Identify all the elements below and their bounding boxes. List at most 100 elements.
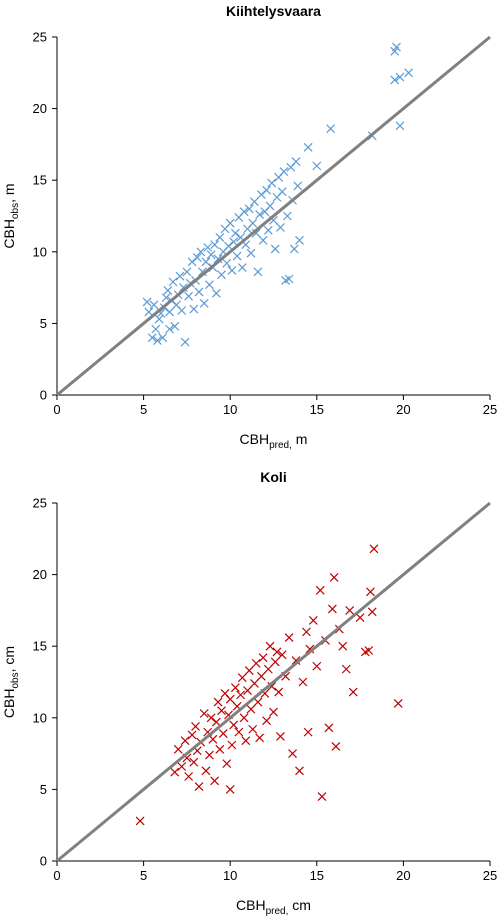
chart-1-x-tick-label: 10	[223, 402, 237, 417]
chart-1-data-point	[392, 42, 401, 52]
chart-1-data-point	[206, 250, 216, 260]
chart-1-data-point	[161, 293, 171, 303]
chart-1-data-point	[395, 72, 405, 82]
chart-2-data-point	[243, 686, 252, 696]
chart-1-data-point	[170, 321, 180, 331]
chart-1-data-point	[267, 178, 277, 188]
chart-1-data-point	[289, 244, 299, 254]
chart-2-y-tick-label: 20	[33, 567, 47, 582]
chart-1-data-point	[276, 223, 285, 232]
chart-2-x-tick-label: 20	[396, 868, 410, 883]
chart-1-y-tick-label: 20	[33, 101, 47, 116]
chart-1-data-point	[184, 291, 194, 301]
chart-2-data-point	[324, 723, 334, 733]
chart-2-x-tick-label: 15	[310, 868, 324, 883]
chart-2-data-point	[173, 744, 183, 754]
chart-1-x-axis-label: CBHpred, m	[240, 431, 308, 451]
chart-1-x-tick-label: 20	[396, 402, 410, 417]
chart-1-y-tick-label: 15	[33, 173, 47, 188]
chart-1-data-point	[225, 218, 235, 228]
chart-2-data-point	[364, 646, 374, 655]
chart-1-y-tick-label: 25	[33, 30, 47, 45]
chart-1-x-tick-label: 25	[483, 402, 497, 417]
chart-2-data-point	[345, 605, 355, 615]
chart-2-y-axis-label-unit: , cm	[1, 646, 17, 672]
chart-1-title: Kiihtelysvaara	[226, 3, 321, 19]
chart-1-data-point	[204, 280, 214, 290]
chart-1-data-point	[213, 254, 223, 264]
chart-1-data-point	[199, 298, 209, 308]
chart-1-data-point	[217, 270, 226, 280]
chart-1-data-point	[198, 267, 207, 277]
chart-1-data-point	[251, 228, 261, 238]
chart-2-data-point	[229, 720, 239, 730]
chart-2-data-point	[308, 615, 318, 625]
chart-2-data-point	[288, 749, 297, 759]
chart-2-data-point	[250, 679, 259, 688]
chart-1-data-point	[210, 240, 220, 250]
chart-1-data-point	[194, 287, 204, 297]
chart-2-x-axis-label-sub: pred,	[266, 906, 289, 917]
chart-1-x-tick-label: 0	[53, 402, 60, 417]
chart-2-x-axis-label-unit: cm	[288, 897, 311, 913]
chart-1-data-point	[239, 207, 249, 217]
chart-2-data-point	[331, 742, 341, 751]
chart-1-data-point	[177, 306, 187, 315]
chart-1-data-point	[270, 244, 280, 254]
chart-2-data-point	[270, 657, 280, 667]
chart-2-data-point	[301, 627, 311, 637]
chart-1-y-tick-label: 10	[33, 244, 47, 259]
chart-2-data-point	[135, 816, 145, 826]
chart-2-data-point	[206, 713, 216, 723]
chart-2-data-point	[367, 607, 377, 617]
chart-2-data-point	[222, 759, 232, 769]
chart-1-y-axis-label-unit: , m	[1, 183, 17, 202]
chart-1-data-point	[165, 324, 175, 334]
chart-1-y-axis-label-base: CBH	[1, 219, 17, 249]
chart-2-data-point	[241, 736, 251, 746]
chart-1-data-point	[303, 142, 313, 152]
chart-2-data-point	[327, 604, 337, 614]
chart-1-data-point	[258, 235, 268, 245]
chart-1-data-point	[277, 187, 287, 197]
chart-2-data-point	[208, 734, 218, 744]
chart-1-data-point	[262, 185, 271, 195]
chart-1-data-point	[203, 243, 213, 252]
chart-2-data-point	[211, 717, 221, 727]
chart-1-data-point	[246, 248, 256, 258]
chart-1-points	[142, 42, 414, 347]
chart-1-data-point	[222, 258, 232, 268]
chart-2-data-point	[348, 687, 358, 697]
chart-2-y-tick-label: 25	[33, 496, 47, 511]
chart-2-data-point	[253, 697, 263, 707]
chart-1-x-axis-label-base: CBH	[240, 431, 270, 447]
chart-2-data-point	[217, 706, 226, 716]
chart-2-data-point	[177, 762, 187, 771]
chart-1-data-point	[293, 181, 303, 191]
chart-1-data-point	[250, 197, 259, 207]
chart-1-data-point	[158, 333, 168, 343]
chart-1-y-tick-label: 0	[40, 388, 47, 403]
chart-2-data-point	[225, 694, 235, 704]
chart-1-data-point	[237, 263, 247, 272]
chart-1-data-point	[179, 283, 188, 293]
chart-2-data-point	[338, 641, 348, 651]
chart-2-x-tick-label: 25	[483, 868, 497, 883]
chart-1-data-point	[189, 304, 199, 314]
chart-2-data-point	[218, 729, 228, 738]
chart-2-data-point	[262, 716, 271, 726]
chart-2-one-to-one-line	[56, 501, 491, 863]
chart-2-data-point	[189, 757, 199, 767]
chart-2-data-point	[315, 585, 325, 595]
chart-1-data-point	[291, 157, 301, 167]
chart-1-data-point	[227, 265, 237, 275]
chart-1-data-point	[404, 68, 414, 78]
chart-2-data-point	[210, 776, 220, 786]
chart-2-data-point	[341, 664, 351, 674]
chart-2-data-point	[263, 664, 273, 674]
chart-2-data-point	[215, 744, 225, 754]
chart-2-data-point	[248, 724, 258, 734]
chart-2-data-point	[251, 658, 261, 668]
chart-1-data-point	[253, 267, 263, 277]
